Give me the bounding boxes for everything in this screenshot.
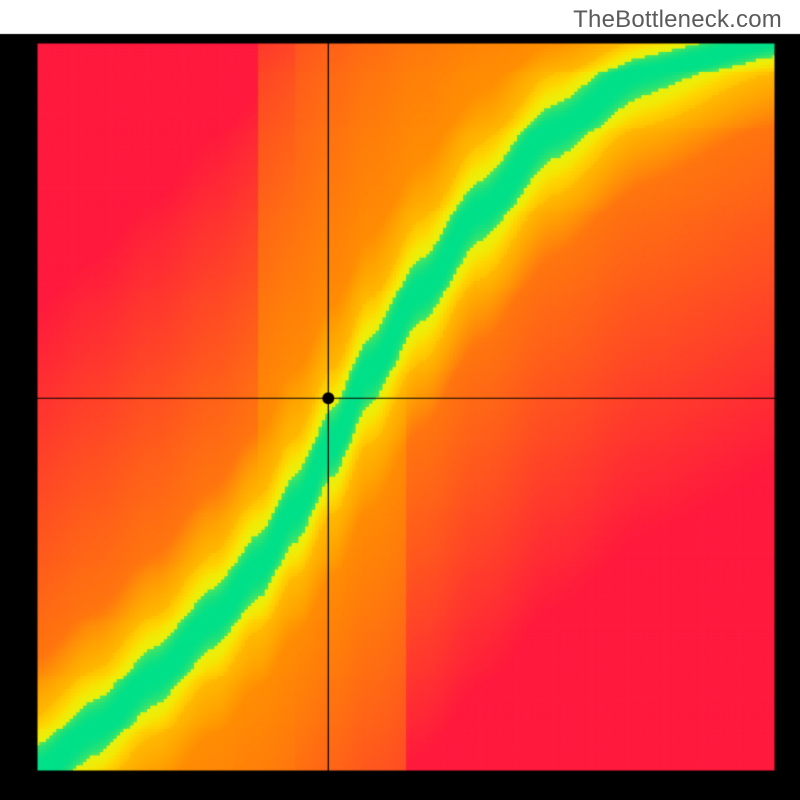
- watermark-text: TheBottleneck.com: [573, 6, 782, 34]
- bottleneck-heatmap: [0, 0, 800, 800]
- chart-container: TheBottleneck.com: [0, 0, 800, 800]
